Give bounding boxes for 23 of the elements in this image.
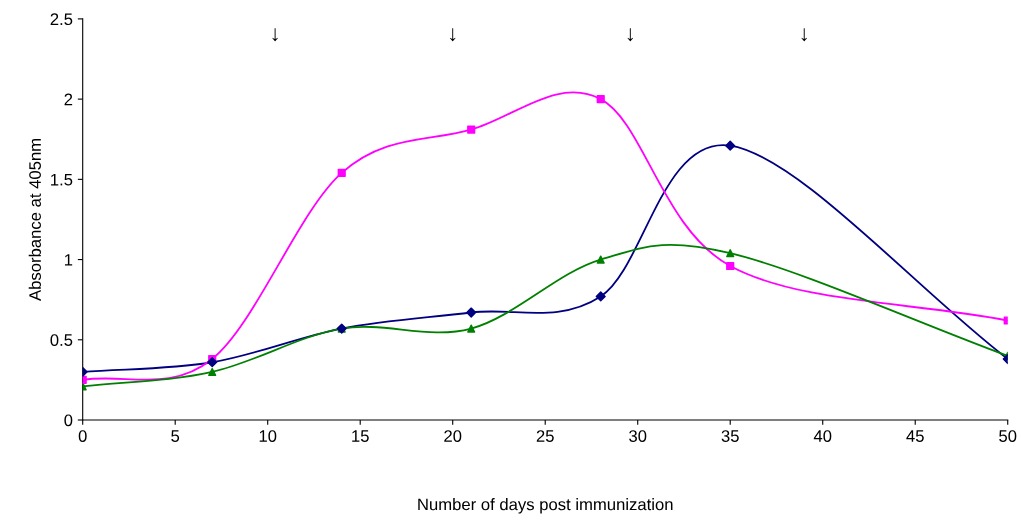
y-tick-label: 1.5 bbox=[51, 173, 73, 186]
x-tick-label: 50 bbox=[999, 430, 1017, 442]
x-tick-label: 15 bbox=[352, 430, 369, 442]
x-tick-label: 30 bbox=[629, 430, 647, 442]
x-tick-label: 25 bbox=[536, 430, 554, 442]
annotation: ↓ bbox=[627, 28, 633, 42]
annotation: ↓ bbox=[450, 28, 456, 42]
y-tick-label: 0 bbox=[64, 414, 73, 427]
annotation: ↓ bbox=[272, 28, 278, 42]
x-tick-label: 5 bbox=[171, 430, 180, 442]
y-axis-title: Absorbance at 405nm bbox=[28, 139, 41, 301]
x-axis-title: Number of days post immunization bbox=[418, 498, 673, 514]
y-tick-label: 1 bbox=[64, 254, 73, 266]
x-tick-label: 40 bbox=[813, 430, 832, 442]
y-tick-label: 2 bbox=[64, 93, 73, 106]
x-tick-label: 45 bbox=[906, 430, 924, 442]
x-tick-label: 10 bbox=[259, 430, 277, 442]
x-tick-label: 20 bbox=[444, 430, 462, 442]
annotation: ↓ bbox=[801, 28, 807, 42]
x-tick-label: 0 bbox=[78, 430, 87, 442]
y-tick-label: 2.5 bbox=[50, 13, 73, 26]
y-tick-label: 0.5 bbox=[50, 334, 73, 346]
x-tick-label: 35 bbox=[721, 430, 739, 442]
